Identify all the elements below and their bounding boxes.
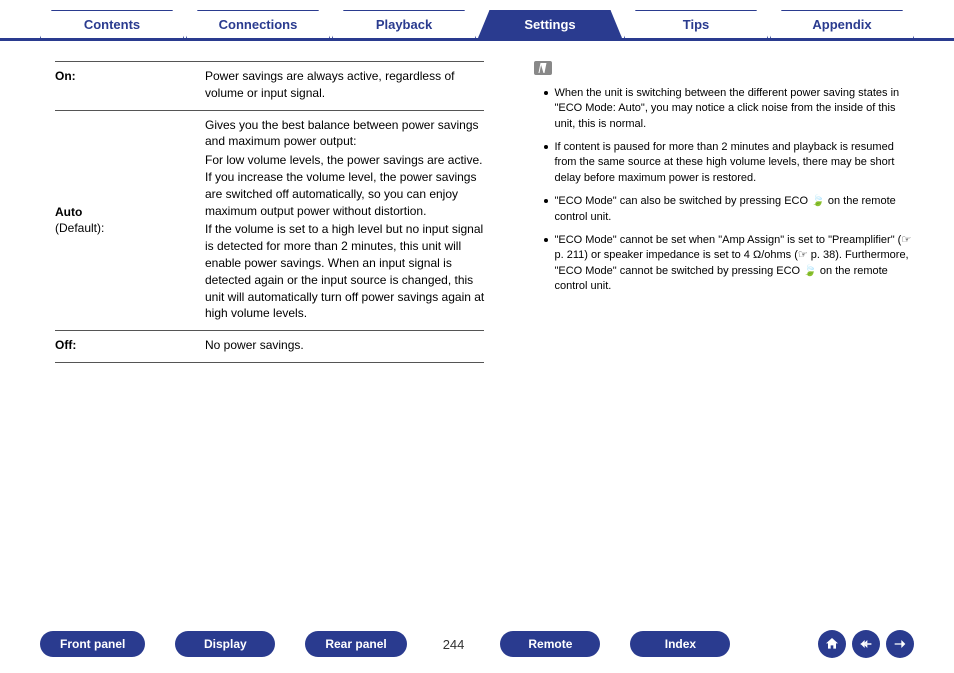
setting-desc: Power savings are always active, regardl… [205,68,484,104]
setting-row-off: Off: No power savings. [55,331,484,363]
desc-text: Gives you the best balance between power… [205,117,484,151]
settings-table: On: Power savings are always active, reg… [55,61,484,363]
notes-column: When the unit is switching between the d… [534,61,914,363]
nav-front-panel[interactable]: Front panel [40,631,145,657]
nav-index[interactable]: Index [630,631,730,657]
page-number: 244 [443,637,465,652]
notes-list: When the unit is switching between the d… [534,86,914,295]
label-main: Auto [55,204,195,221]
setting-label: Auto (Default): [55,117,205,325]
nav-rear-panel[interactable]: Rear panel [305,631,406,657]
tab-appendix[interactable]: Appendix [770,10,914,38]
arrow-left-icon[interactable] [852,630,880,658]
desc-text: For low volume levels, the power savings… [205,152,484,219]
note-item: If content is paused for more than 2 min… [544,140,914,186]
note-item: When the unit is switching between the d… [544,86,914,132]
bottom-nav-bar: Front panel Display Rear panel 244 Remot… [0,630,954,658]
nav-display[interactable]: Display [175,631,275,657]
setting-desc: No power savings. [205,337,484,356]
setting-row-on: On: Power savings are always active, reg… [55,61,484,111]
home-icon[interactable] [818,630,846,658]
tab-contents[interactable]: Contents [40,10,184,38]
tab-settings[interactable]: Settings [478,10,622,38]
setting-label: Off: [55,337,205,356]
top-tab-bar: Contents Connections Playback Settings T… [0,0,954,41]
note-item: "ECO Mode" can also be switched by press… [544,194,914,225]
note-item: "ECO Mode" cannot be set when "Amp Assig… [544,233,914,295]
nav-icons-group [818,630,914,658]
tab-playback[interactable]: Playback [332,10,476,38]
label-sub: (Default): [55,220,195,237]
setting-label: On: [55,68,205,104]
tab-connections[interactable]: Connections [186,10,330,38]
setting-row-auto: Auto (Default): Gives you the best balan… [55,111,484,332]
nav-remote[interactable]: Remote [500,631,600,657]
desc-text: If the volume is set to a high level but… [205,221,484,322]
tab-tips[interactable]: Tips [624,10,768,38]
arrow-right-icon[interactable] [886,630,914,658]
desc-text: Power savings are always active, regardl… [205,68,484,102]
setting-desc: Gives you the best balance between power… [205,117,484,325]
desc-text: No power savings. [205,337,484,354]
page-content: On: Power savings are always active, reg… [0,41,954,373]
pencil-note-icon [534,61,552,75]
